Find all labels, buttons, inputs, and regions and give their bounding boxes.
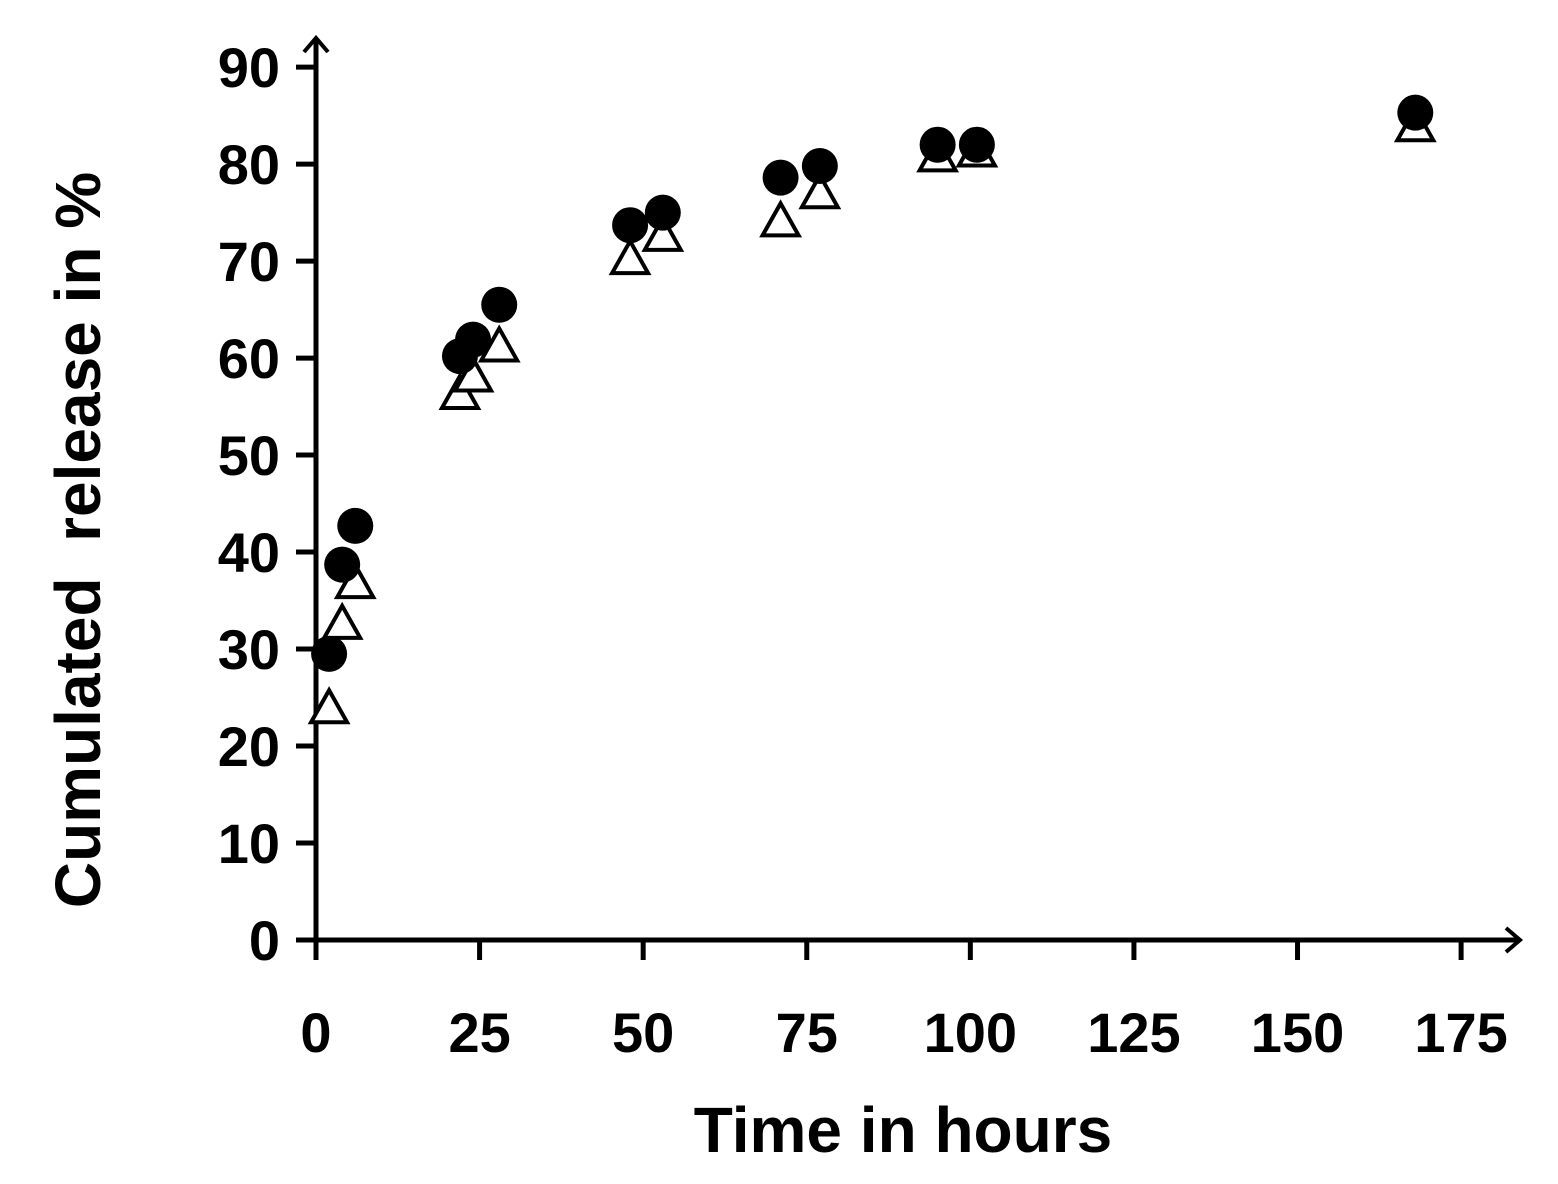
triangle-point <box>451 354 495 393</box>
circle-point <box>958 126 995 163</box>
x-tick-label: 50 <box>612 1001 674 1064</box>
x-tick-label: 25 <box>448 1001 510 1064</box>
circle-point <box>644 194 681 231</box>
y-tick-label: 20 <box>218 715 280 778</box>
y-tick-label: 60 <box>218 327 280 390</box>
circle-point <box>1397 94 1434 131</box>
y-tick-label: 50 <box>218 424 280 487</box>
circle-point <box>337 507 374 544</box>
x-tick-label: 100 <box>924 1001 1017 1064</box>
circle-point <box>481 286 518 323</box>
circle-point <box>455 321 492 358</box>
y-tick-label: 30 <box>218 618 280 681</box>
y-tick-label: 40 <box>218 521 280 584</box>
triangle-point <box>759 199 803 238</box>
x-tick-label: 75 <box>776 1001 838 1064</box>
y-axis-title: Cumulated release in % <box>42 172 114 908</box>
triangle-point <box>798 171 842 210</box>
circle-point <box>324 546 361 583</box>
circle-point <box>762 159 799 196</box>
x-tick-label: 0 <box>300 1001 331 1064</box>
circle-point <box>801 148 838 185</box>
y-tick-label: 90 <box>218 36 280 99</box>
x-axis-arrow <box>1504 926 1524 954</box>
circle-point <box>919 126 956 163</box>
x-tick-label: 175 <box>1414 1001 1507 1064</box>
circle-point <box>612 207 649 244</box>
x-tick-label: 150 <box>1251 1001 1344 1064</box>
y-tick-label: 70 <box>218 230 280 293</box>
triangle-point <box>608 237 652 276</box>
triangle-point <box>320 601 364 640</box>
y-tick-label: 0 <box>249 909 280 972</box>
triangle-point <box>641 213 685 252</box>
circle-point <box>311 635 348 672</box>
y-axis-arrow <box>302 34 330 54</box>
triangle-point <box>307 686 351 725</box>
x-axis-title: Time in hours <box>694 1094 1112 1166</box>
y-tick-label: 10 <box>218 812 280 875</box>
y-tick-label: 80 <box>218 133 280 196</box>
x-tick-label: 125 <box>1087 1001 1180 1064</box>
